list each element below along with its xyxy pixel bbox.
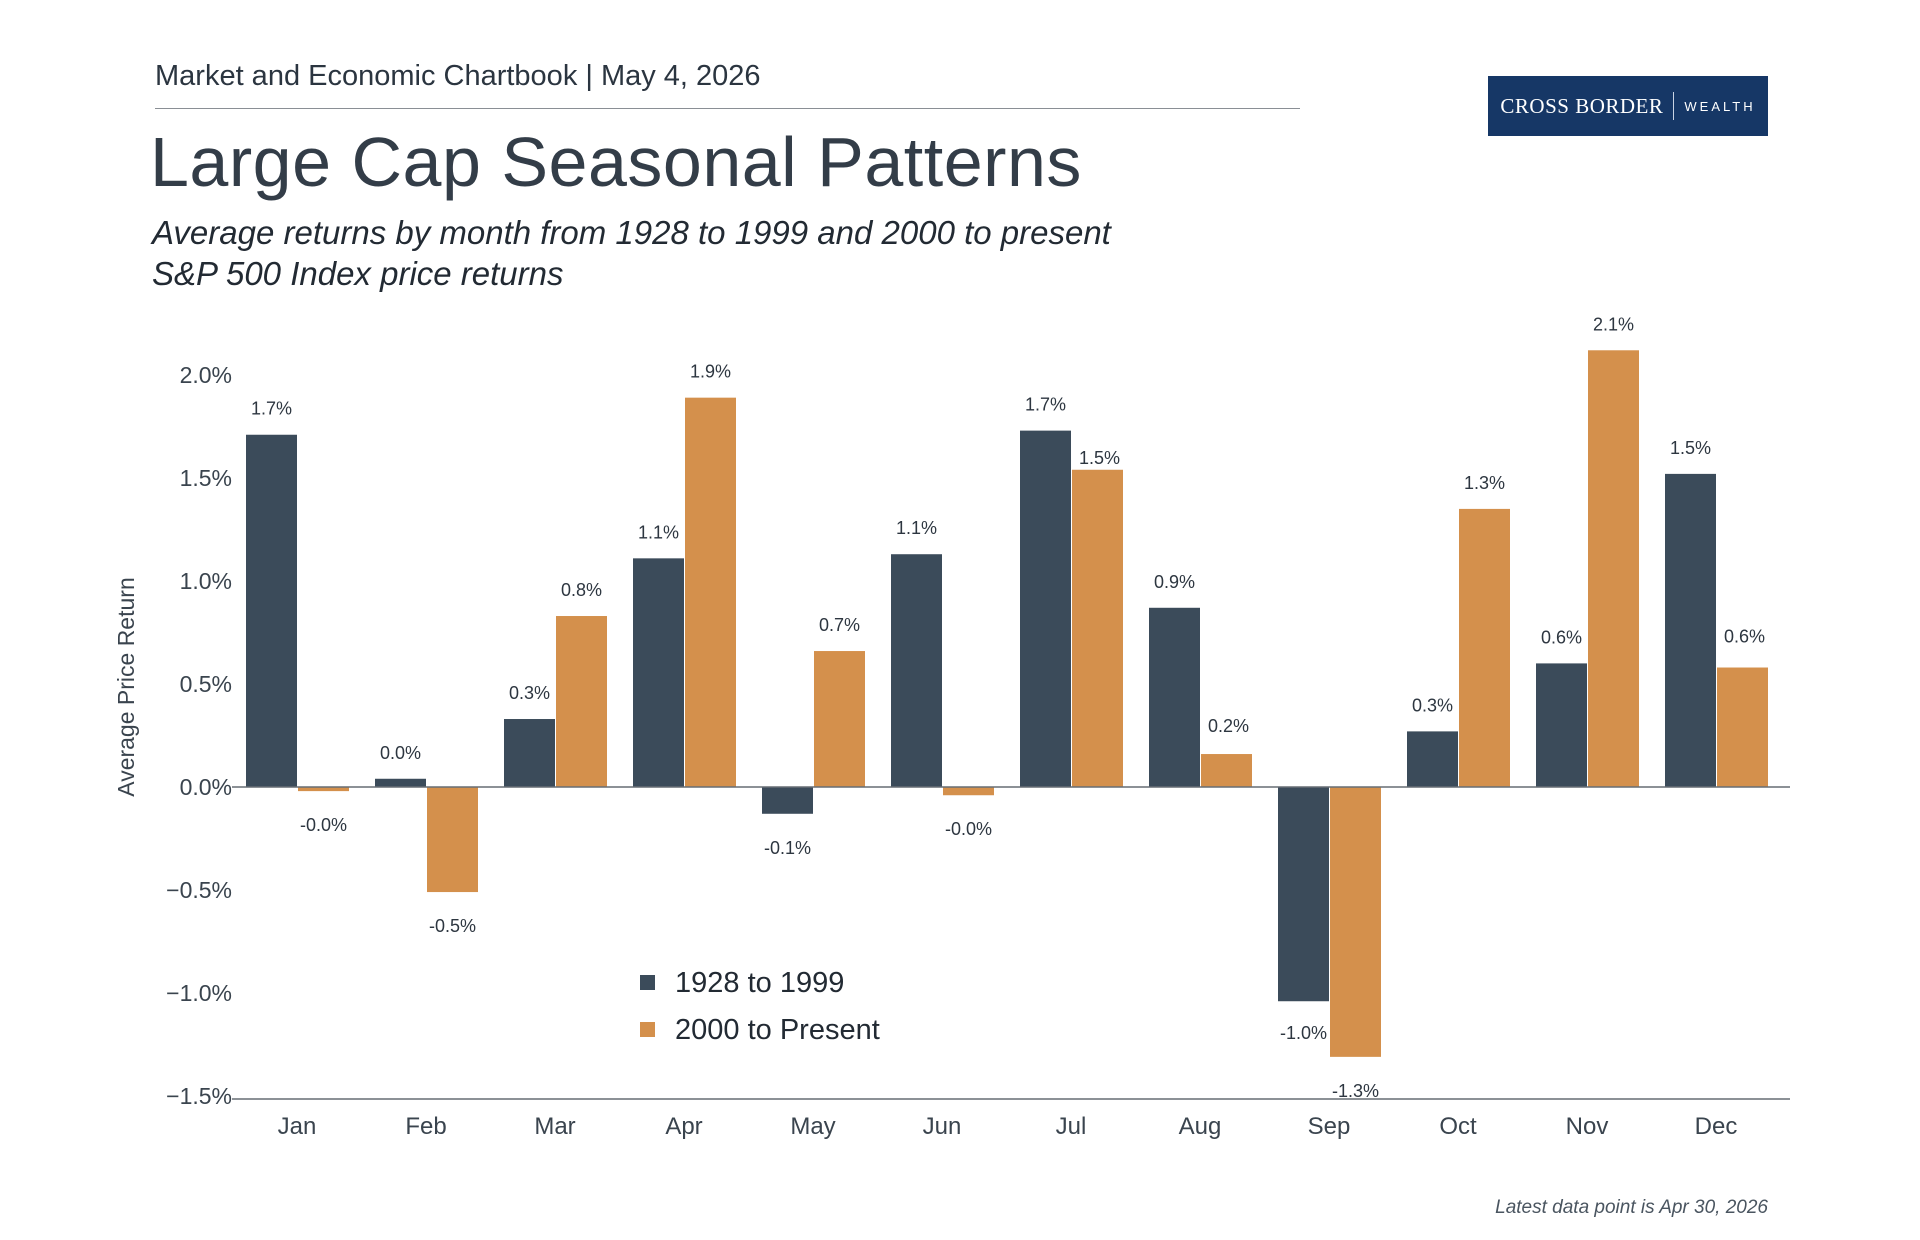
legend-entry: 1928 to 1999 [675,967,844,999]
x-tick-label: May [790,1113,835,1140]
data-label: 1.1% [638,522,679,542]
y-tick-label: −1.5% [166,1083,232,1109]
data-label: 1.9% [690,362,731,382]
data-label: 1.5% [1670,438,1711,458]
bar-series-2-may [814,651,865,787]
bar-series-2-jul [1072,469,1123,787]
x-tick-label: Sep [1308,1113,1351,1140]
logo-divider [1673,92,1675,120]
header-divider [155,108,1300,109]
data-label: 0.2% [1208,716,1249,736]
y-tick-label: −0.5% [166,877,232,903]
x-tick-label: Aug [1179,1113,1222,1140]
y-tick-label: 1.0% [180,568,232,594]
data-label: 1.5% [1079,448,1120,468]
bar-series-1-apr [633,558,684,787]
legend-swatch [640,975,655,990]
data-label: 0.3% [509,683,550,703]
x-tick-label: Jan [278,1113,317,1140]
data-label: 2.1% [1593,314,1634,334]
data-label: 0.8% [561,580,602,600]
x-tick-label: Mar [534,1113,575,1140]
bar-series-2-jan [298,787,349,792]
bar-series-1-oct [1407,731,1458,787]
bar-series-2-mar [556,616,607,787]
y-tick-label: 0.0% [180,774,232,800]
footnote: Latest data point is Apr 30, 2026 [1495,1197,1768,1218]
chart-subtitle-secondary: S&P 500 Index price returns [152,255,564,292]
data-label: -1.3% [1332,1081,1379,1101]
bar-series-1-dec [1665,473,1716,787]
chartbook-header: Market and Economic Chartbook | May 4, 2… [155,60,761,92]
bar-series-2-jun [943,787,994,796]
x-tick-label: Nov [1566,1113,1609,1140]
y-tick-label: 0.5% [180,671,232,697]
bar-series-2-feb [427,787,478,893]
legend-entry: 2000 to Present [675,1014,880,1046]
y-tick-label: 2.0% [180,362,232,388]
legend-swatch [640,1022,655,1037]
data-label: 1.1% [896,518,937,538]
bar-series-1-sep [1278,787,1329,1002]
y-tick-label: 1.5% [180,465,232,491]
bar-series-2-apr [685,397,736,787]
bar-series-1-aug [1149,607,1200,787]
bar-series-2-oct [1459,508,1510,787]
bar-series-1-jul [1020,430,1071,787]
bar-series-1-may [762,787,813,814]
data-label: -0.0% [945,819,992,839]
data-label: 1.7% [1025,395,1066,415]
chart-subtitle: Average returns by month from 1928 to 19… [152,214,1111,251]
bar-series-2-aug [1201,754,1252,787]
bar-series-2-dec [1717,667,1768,787]
x-tick-label: Oct [1439,1113,1477,1140]
bar-series-2-sep [1330,787,1381,1057]
x-tick-label: Jun [923,1113,962,1140]
data-label: 0.6% [1724,627,1765,647]
logo-sub-text: WEALTH [1684,98,1756,114]
x-tick-label: Feb [405,1113,446,1140]
bar-series-1-jan [246,434,297,787]
bar-series-1-mar [504,719,555,787]
brand-logo: CROSS BORDER WEALTH [1488,76,1768,136]
y-tick-label: −1.0% [166,980,232,1006]
x-tick-label: Jul [1056,1113,1087,1140]
logo-brand-text: CROSS BORDER [1500,93,1664,118]
y-axis-title: Average Price Return [113,577,139,796]
data-label: -0.1% [764,838,811,858]
data-label: 0.6% [1541,627,1582,647]
data-label: 0.7% [819,615,860,635]
x-tick-label: Apr [665,1113,702,1140]
page-title: Large Cap Seasonal Patterns [150,123,1082,201]
bar-series-1-jun [891,554,942,787]
data-label: 1.3% [1464,473,1505,493]
data-label: 1.7% [251,399,292,419]
x-tick-label: Dec [1695,1113,1738,1140]
bar-series-2-nov [1588,350,1639,787]
bar-series-1-feb [375,778,426,787]
data-label: 0.0% [380,743,421,763]
bar-series-1-nov [1536,663,1587,787]
data-label: 0.3% [1412,695,1453,715]
data-label: -0.0% [300,815,347,835]
data-label: 0.9% [1154,572,1195,592]
data-label: -0.5% [429,916,476,936]
data-label: -1.0% [1280,1023,1327,1043]
